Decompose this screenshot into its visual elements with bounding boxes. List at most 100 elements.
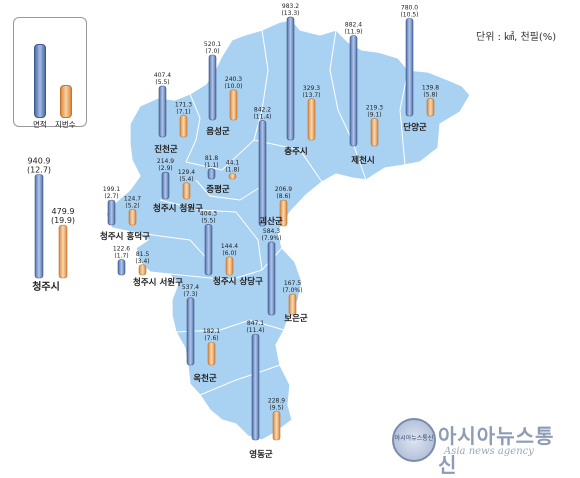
parcel-pct-label: (7.1): [176, 109, 190, 116]
area-bar: [286, 16, 295, 141]
parcel-value-label: 129.4: [178, 169, 195, 176]
parcel-pct-label: (7.6): [204, 335, 218, 342]
area-bar: [207, 168, 216, 180]
parcel-bar: [179, 115, 188, 138]
parcel-bar: [279, 199, 288, 227]
region-name-label: 청주시 상당구: [213, 276, 263, 287]
area-value-label: 537.4: [182, 284, 199, 291]
map-stage: 407.4 (5.5) 171.3 (7.1) 진천군 520.1 (7.0) 240.3 (1…: [13, 3, 572, 477]
area-pct-label: (1.7): [114, 253, 128, 260]
area-pct-label: (5.5): [201, 217, 215, 224]
area-value-label: 81.8: [205, 155, 219, 162]
area-bar: [161, 171, 170, 200]
parcel-value-label: 171.3: [175, 102, 192, 109]
area-bar: [117, 259, 126, 276]
area-value-label: 122.6: [113, 246, 130, 253]
watermark-logo-icon: [392, 418, 436, 462]
area-value-label: 404.3: [200, 210, 217, 217]
parcel-pct-label: (6.0): [222, 250, 236, 257]
parcel-value-label: 44.1: [226, 159, 240, 166]
region-name-label: 제천시: [351, 155, 374, 166]
parcel-bar: [58, 224, 68, 279]
parcel-pct-label: (8.6): [276, 193, 290, 200]
region-name-label: 영동군: [249, 449, 273, 460]
region-name-label: 단양군: [403, 122, 427, 133]
area-pct-label: (12.7): [27, 166, 51, 175]
area-value-label: 199.1: [103, 186, 120, 193]
region-name-label: 보은군: [284, 314, 308, 324]
region-name-label: 청주시 청원구: [153, 203, 203, 214]
parcel-value-label: 240.3: [225, 76, 242, 83]
parcel-bar: [426, 98, 435, 117]
area-value-label: 847.1: [247, 320, 264, 327]
area-pct-label: (2.9): [158, 165, 172, 172]
parcel-pct-label: (5.2): [125, 202, 139, 209]
area-value-label: 940.9: [28, 157, 51, 166]
parcel-bar: [182, 182, 191, 200]
area-bar: [251, 333, 260, 441]
district-borders: [131, 29, 409, 396]
region-name-label: 음성군: [206, 126, 230, 137]
legend-parcel-label: 지번수: [55, 120, 76, 129]
parcel-pct-label: (9.5): [269, 404, 283, 411]
area-value-label: 407.4: [154, 72, 171, 79]
area-bar: [107, 199, 116, 226]
parcel-value-label: 206.9: [275, 186, 292, 193]
region-name-label: 청주시: [32, 280, 60, 293]
area-pct-label: (11.4): [246, 327, 264, 334]
parcel-bar: [225, 256, 234, 276]
area-bar: [204, 224, 213, 276]
parcel-value-label: 182.1: [203, 328, 220, 335]
watermark: 아시아뉴스통신 아시아뉴스통신 Asia news agency: [392, 418, 572, 477]
parcel-bar: [370, 118, 379, 147]
area-pct-label: (11.9): [344, 29, 362, 36]
area-pct-label: (1.1): [204, 162, 218, 169]
region-name-label: 청주시 흥덕구: [100, 231, 150, 242]
legend-area-swatch: [34, 44, 46, 118]
parcel-pct-label: (5.8): [423, 92, 437, 99]
area-value-label: 780.0: [401, 5, 418, 12]
parcel-value-label: 219.3: [366, 105, 383, 112]
unit-label: 단위 : ㎢, 천필(%): [476, 32, 557, 43]
parcel-value-label: 479.9: [52, 207, 75, 216]
area-bar: [349, 35, 358, 147]
area-bar: [158, 85, 167, 138]
parcel-bar: [288, 293, 297, 316]
area-pct-label: (10.5): [400, 12, 418, 19]
parcel-pct-label: (13.7): [302, 92, 320, 99]
area-value-label: 882.4: [345, 22, 362, 29]
parcel-bar: [128, 209, 137, 226]
parcel-pct-label: (3.4): [135, 258, 149, 265]
region-name-label: 증평군: [206, 184, 230, 195]
watermark-subtitle: Asia news agency: [444, 446, 534, 457]
region-name-label: 청주시 서원구: [133, 277, 183, 288]
area-bar: [34, 174, 44, 279]
area-pct-label: (7.9%): [262, 235, 282, 242]
area-pct-label: (5.5): [155, 79, 169, 86]
area-bar: [405, 18, 414, 117]
parcel-pct-label: (19.9): [51, 216, 75, 225]
parcel-value-label: 329.3: [303, 85, 320, 92]
legend-box: 면적 지번수: [13, 17, 87, 129]
area-pct-label: (7.0): [205, 48, 219, 55]
parcel-bar: [207, 341, 216, 366]
parcel-pct-label: (1.8): [225, 166, 239, 173]
area-value-label: 214.9: [157, 158, 174, 165]
region-name-label: 충주시: [284, 146, 307, 157]
parcel-bar: [138, 264, 147, 276]
chungbuk-map-shape: [105, 19, 471, 441]
parcel-bar: [307, 98, 316, 141]
parcel-value-label: 144.4: [221, 243, 238, 250]
bar-marks: [34, 16, 435, 441]
legend-parcel-swatch: [60, 85, 72, 118]
parcel-bar: [228, 173, 237, 180]
area-pct-label: (7.3): [183, 291, 197, 298]
area-pct-label: (11.4): [253, 114, 271, 121]
area-bar: [186, 297, 195, 366]
area-value-label: 983.2: [282, 3, 299, 10]
area-value-label: 842.2: [254, 107, 271, 114]
area-value-label: 520.1: [204, 41, 221, 48]
area-pct-label: (13.3): [281, 10, 299, 17]
region-name-label: 진천군: [154, 144, 178, 155]
parcel-value-label: 167.5: [284, 280, 301, 287]
